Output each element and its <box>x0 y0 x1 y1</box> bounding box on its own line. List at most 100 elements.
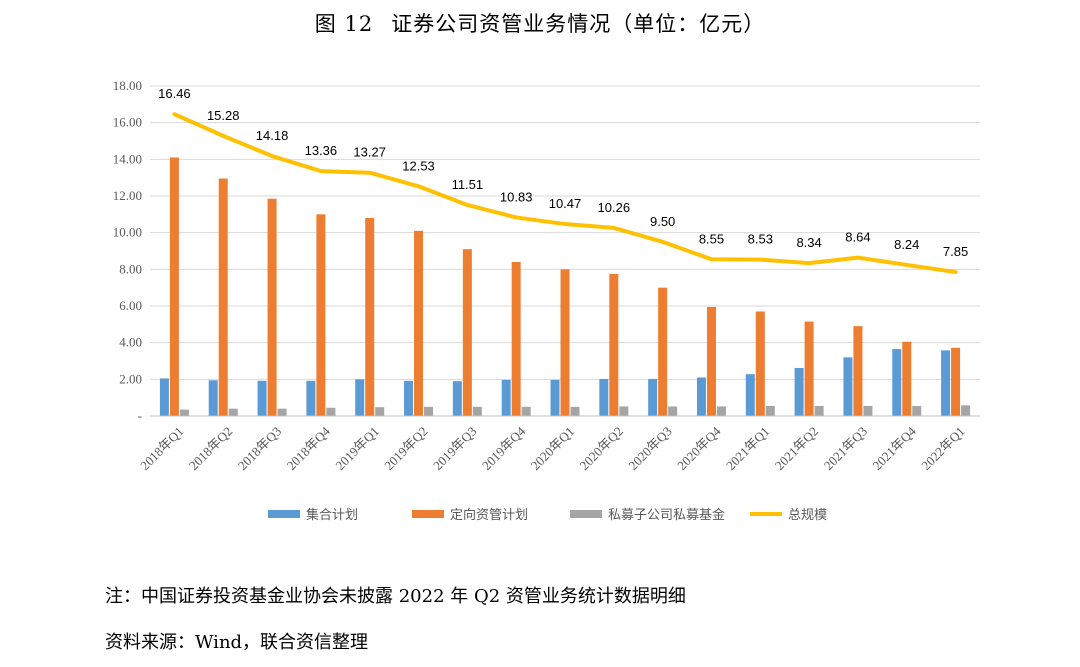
data-label: 10.26 <box>598 200 631 215</box>
bar <box>306 380 316 416</box>
data-label: 11.51 <box>452 177 484 192</box>
bar <box>794 367 804 416</box>
x-tick-label: 2018年Q4 <box>284 423 334 473</box>
data-label: 8.55 <box>699 231 724 246</box>
bar <box>521 406 531 416</box>
bar <box>375 407 385 416</box>
line-series <box>172 112 958 275</box>
bar <box>316 214 326 416</box>
bar <box>619 406 629 416</box>
bar <box>609 273 619 416</box>
y-tick-label: 12.00 <box>113 188 142 203</box>
bar <box>462 249 472 416</box>
x-tick-label: 2020年Q3 <box>625 424 674 473</box>
bar <box>902 341 912 416</box>
x-tick-label: 2021年Q3 <box>821 424 870 473</box>
x-tick-label: 2019年Q4 <box>479 423 529 473</box>
x-tick-label: 2021年Q1 <box>723 424 772 473</box>
data-label: 9.50 <box>650 214 675 229</box>
bar <box>159 378 169 416</box>
bar <box>365 218 375 416</box>
x-tick-label: 2021年Q2 <box>772 424 821 473</box>
chart: - 2.00 4.00 6.00 8.00 10.00 12.00 14.00 16.00 18.… <box>113 78 980 523</box>
bar <box>745 374 755 416</box>
x-tick-label: 2019年Q1 <box>332 424 381 473</box>
x-tick-label: 2018年Q1 <box>137 424 186 473</box>
data-label: 12.53 <box>402 158 435 173</box>
bar <box>755 311 765 416</box>
y-tick-label: 18.00 <box>113 78 142 93</box>
bar <box>511 262 521 416</box>
bar <box>570 406 580 416</box>
bar <box>277 408 287 416</box>
bar <box>668 406 678 416</box>
y-tick-label: 14.00 <box>113 151 142 166</box>
bar <box>961 405 971 416</box>
y-tick-label: 2.00 <box>119 371 142 386</box>
bar <box>404 380 414 416</box>
bar <box>452 381 462 416</box>
data-label: 7.85 <box>943 244 968 259</box>
legend-label: 集合计划 <box>306 507 358 523</box>
y-tick-label: 16.00 <box>113 115 142 130</box>
data-label: 13.36 <box>305 143 338 158</box>
x-tick-label: 2018年Q3 <box>235 424 284 473</box>
data-label: 10.83 <box>500 189 533 204</box>
data-label: 8.64 <box>845 230 870 245</box>
legend-swatch <box>268 510 300 518</box>
bar <box>228 408 238 416</box>
bar <box>863 405 873 416</box>
bar <box>648 378 658 416</box>
bar <box>941 350 951 416</box>
bar <box>169 157 179 416</box>
bar-series <box>159 157 971 416</box>
bar <box>814 405 824 416</box>
data-label: 13.27 <box>353 145 386 160</box>
bar <box>853 326 863 416</box>
x-tick-label: 2020年Q4 <box>674 423 724 473</box>
bar <box>716 406 726 416</box>
bar <box>208 380 218 416</box>
figure-title: 证券公司资管业务情况（单位：亿元） <box>391 12 766 36</box>
y-tick-label: - <box>138 408 142 423</box>
bar <box>951 347 961 416</box>
data-label: 16.46 <box>158 86 191 101</box>
figure-number: 图 12 <box>314 12 374 36</box>
y-tick-label: 4.00 <box>119 335 142 350</box>
x-tick-label: 2019年Q2 <box>381 424 430 473</box>
bar <box>599 378 609 416</box>
legend-label: 定向资管计划 <box>450 507 528 523</box>
bar <box>658 287 668 416</box>
bar <box>424 406 434 416</box>
data-label: 8.24 <box>894 237 919 252</box>
bar <box>560 269 570 416</box>
bar <box>550 379 560 416</box>
bar <box>355 379 365 416</box>
bar <box>472 406 482 416</box>
data-labels: 16.46 15.28 14.18 13.36 13.27 12.53 11.51 10.83… <box>158 86 968 259</box>
data-label: 15.28 <box>207 108 240 123</box>
x-tick-label: 2020年Q2 <box>577 424 626 473</box>
x-tick-label: 2021年Q4 <box>869 423 919 473</box>
data-label: 8.34 <box>796 235 821 250</box>
x-tick-label: 2022年Q1 <box>918 424 967 473</box>
bar <box>696 377 706 416</box>
data-label: 10.47 <box>549 196 582 211</box>
x-tick-label: 2018年Q2 <box>186 424 235 473</box>
x-tick-label: 2020年Q1 <box>528 424 577 473</box>
chart-title: 图 12 证券公司资管业务情况（单位：亿元） <box>0 8 1080 38</box>
footnote: 注：中国证券投资基金业协会未披露 2022 年 Q2 资管业务统计数据明细 <box>105 586 686 607</box>
legend-swatch <box>570 510 602 518</box>
bar <box>912 405 922 416</box>
bar <box>414 230 424 416</box>
y-tick-label: 10.00 <box>113 225 142 240</box>
bar <box>257 380 267 416</box>
legend-label: 总规模 <box>788 508 827 523</box>
x-axis: 2018年Q1 2018年Q2 2018年Q3 2018年Q4 2019年Q1 2019年… <box>137 415 980 473</box>
bar <box>706 306 716 416</box>
bar <box>179 409 189 416</box>
legend-label: 私募子公司私募基金 <box>608 507 725 523</box>
data-label: 8.53 <box>748 232 773 247</box>
line-total-scale <box>172 112 958 275</box>
bar <box>501 379 511 416</box>
